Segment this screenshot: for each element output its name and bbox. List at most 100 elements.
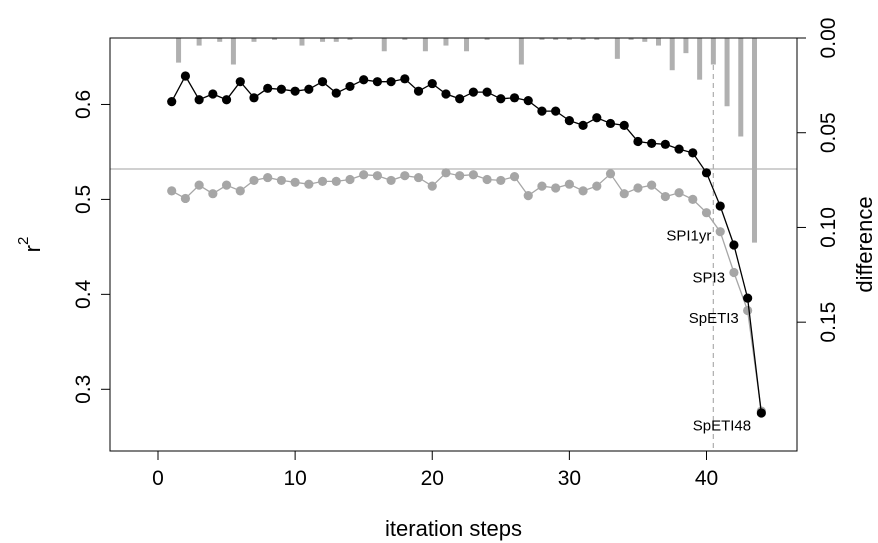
y2-tick-label: 0.10 [817,207,840,248]
data-point [537,106,547,116]
data-point [523,191,533,201]
data-point [400,171,410,181]
data-point [194,95,204,105]
data-point [235,186,245,196]
data-point [715,201,725,211]
data-point [496,94,506,104]
secondary-y-axis: 0.00 0.05 0.10 0.15 [797,18,840,343]
data-point [633,136,643,147]
data-point [400,74,410,84]
data-point [551,106,561,116]
y2-tick-label: 0.05 [817,112,840,153]
y-tick-label: 0.4 [72,279,95,309]
data-point [482,174,492,185]
data-point [413,172,424,183]
data-point [592,181,602,191]
y-axis-title-base: r [20,245,45,252]
plot-frame [109,37,798,452]
data-point [605,169,616,179]
y2-tick-label: 0.00 [817,18,840,59]
annotation-label: SPI1yr [666,227,711,244]
y-axis: 0.3 0.4 0.5 0.6 [72,90,110,404]
data-point [743,293,753,303]
data-point [249,175,259,186]
annotation-label: SPI3 [693,269,726,286]
data-point [331,176,341,186]
data-point [372,171,382,181]
data-point [551,183,561,193]
x-axis-title: iteration steps [385,516,522,541]
y-axis-title: r2 [15,237,45,253]
x-tick-label: 20 [421,467,444,490]
data-point [729,240,739,250]
x-tick-label: 30 [558,467,581,490]
data-point [317,77,328,87]
data-point [647,138,657,148]
y-tick-label: 0.6 [72,90,95,119]
secondary-y-axis-title: difference [852,196,877,292]
series-line [171,172,762,412]
y2-tick-label: 0.15 [817,302,840,343]
data-point [578,186,588,196]
data-point [304,179,314,189]
x-tick-label: 40 [695,467,718,490]
data-point [660,191,670,202]
data-point [317,176,328,186]
data-point [647,180,657,190]
data-point [509,93,520,103]
data-point [743,305,753,316]
data-point [276,175,287,186]
data-point [715,227,725,237]
data-point [359,170,369,180]
data-point [468,87,478,97]
data-point [509,172,520,182]
data-point [578,120,588,130]
data-point [290,177,300,187]
data-point [482,87,492,97]
data-point [167,97,177,107]
data-point [221,180,232,190]
data-point [468,170,478,180]
data-point [180,193,191,204]
data-point [592,113,602,123]
data-point [427,181,437,191]
annotation-label: SpETI3 [689,310,739,327]
data-point [331,88,341,98]
data-point [413,86,424,96]
x-axis: 0 10 20 30 40 [152,450,718,490]
data-point [345,81,355,92]
data-point [756,408,766,418]
data-point [455,94,465,104]
data-point [276,84,287,94]
data-point [701,208,712,218]
data-point [167,186,177,196]
data-point [674,144,684,154]
data-point [235,77,245,87]
data-point [304,84,314,94]
data-point [523,96,533,106]
data-point [619,189,629,199]
data-point [263,83,273,93]
data-point [564,116,574,126]
data-point [194,180,204,190]
data-point [441,168,451,178]
data-point [688,194,698,205]
data-point [674,188,684,198]
data-point [372,77,382,87]
data-point [359,75,369,85]
data-point [290,86,300,96]
annotations: SPI1yr SPI3 SpETI3 SpETI48 [666,227,751,434]
data-point [496,175,506,186]
difference-bars [176,38,757,243]
data-point [345,174,355,185]
x-tick-label: 0 [152,467,164,490]
data-point [249,93,259,103]
series-black [167,71,766,418]
series-grey [167,168,766,416]
data-point [633,183,643,193]
data-point [263,172,273,183]
r2-series [167,71,766,418]
data-point [208,89,218,99]
y-axis-title-superscript: 2 [15,237,32,245]
